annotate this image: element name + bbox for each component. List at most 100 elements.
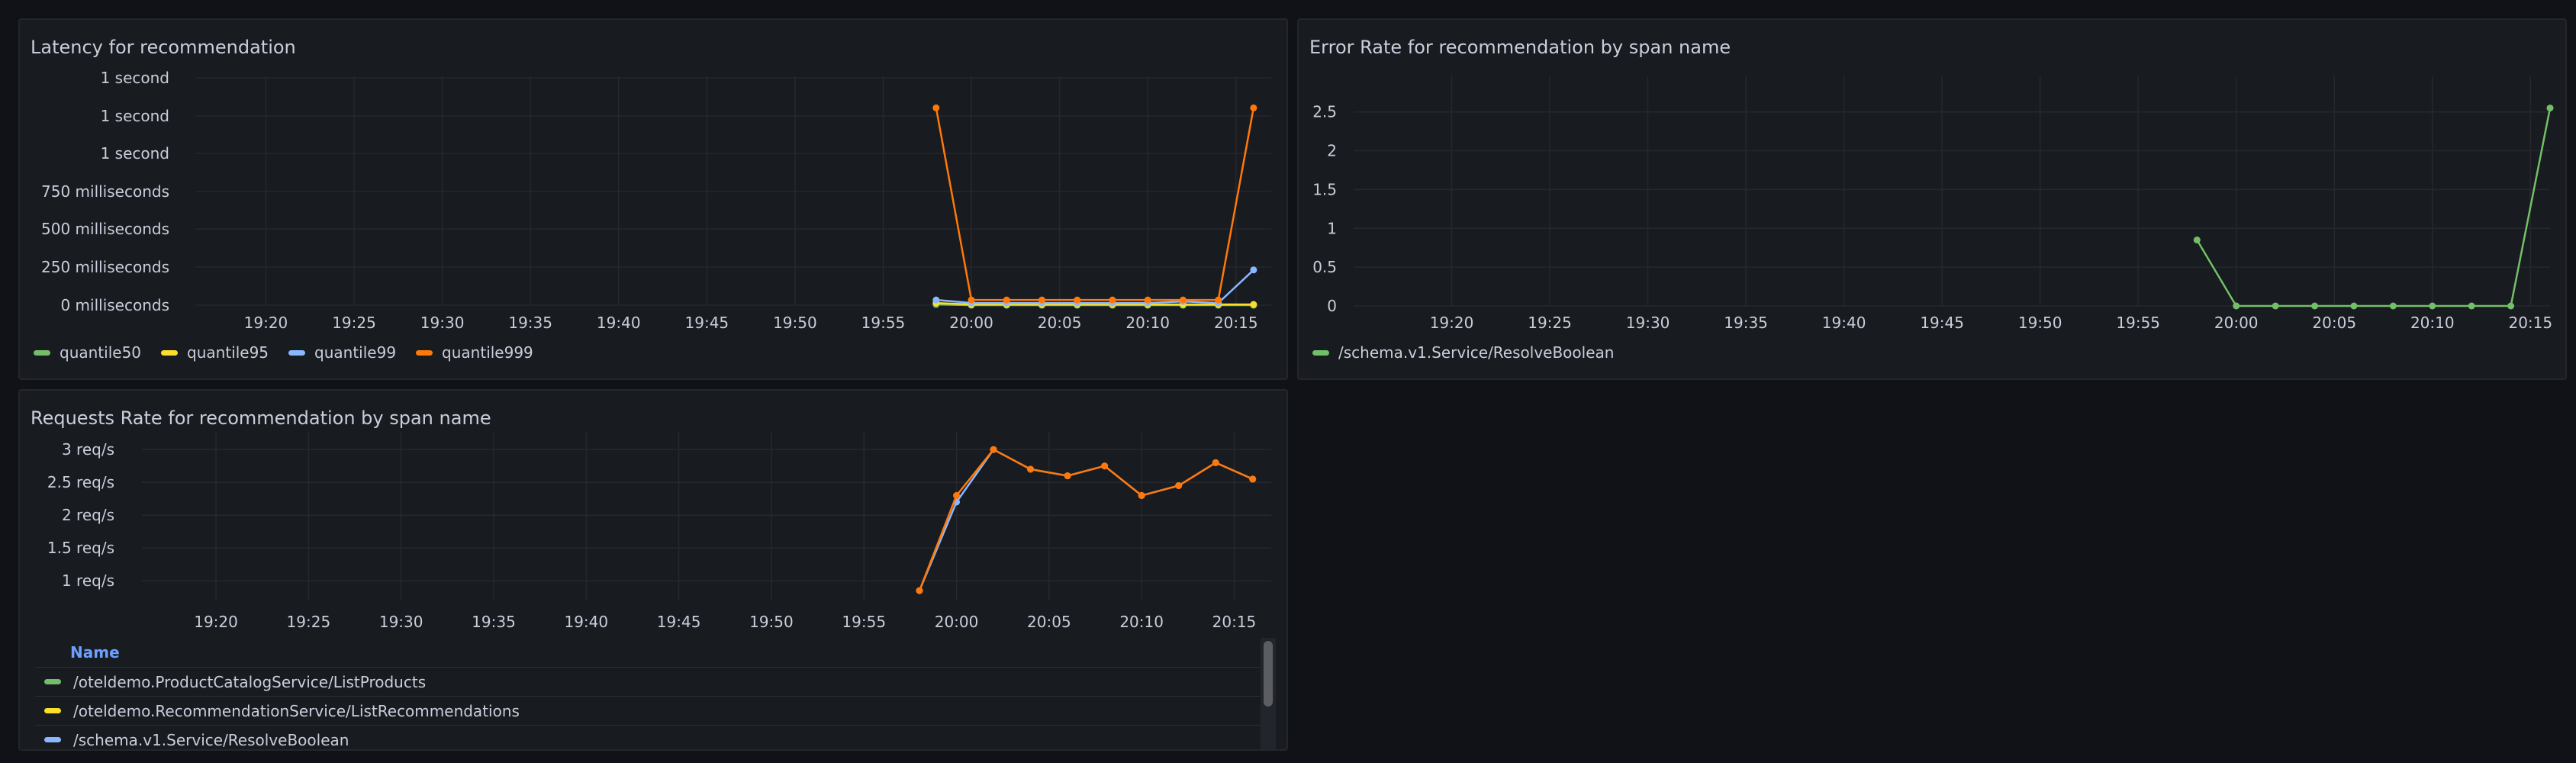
series-line: [2196, 108, 2552, 307]
x-tick-label: 20:10: [1119, 613, 1164, 631]
error-rate-chart[interactable]: 2.5 2 1.5 1 0.5 0 19:20 19:25 19:30 19:35 19:40 19:…: [1299, 20, 2567, 380]
series-color-icon: [1312, 349, 1329, 356]
panel-title[interactable]: Requests Rate for recommendation by span…: [31, 407, 491, 429]
data-point: [1138, 491, 1145, 499]
x-tick-label: 19:30: [379, 613, 423, 631]
series-line: [935, 269, 1254, 304]
x-tick-label: 20:00: [935, 613, 979, 631]
data-point: [1144, 296, 1151, 304]
y-tick-label: 500 milliseconds: [41, 220, 169, 238]
legend-row[interactable]: /oteldemo.RecommendationService/ListReco…: [35, 697, 1271, 726]
x-tick-label: 19:55: [2116, 314, 2160, 332]
data-point: [932, 296, 940, 304]
data-point: [2389, 302, 2397, 310]
data-point: [1003, 296, 1010, 304]
legend-table: Name /oteldemo.ProductCatalogService/Lis…: [35, 638, 1271, 749]
data-point: [953, 491, 961, 499]
requests-rate-panel: Requests Rate for recommendation by span…: [18, 389, 1288, 751]
y-tick-label: 750 milliseconds: [41, 182, 169, 201]
series-line: [918, 448, 1254, 591]
data-point: [1250, 266, 1257, 274]
legend-column-header-name[interactable]: Name: [35, 638, 1271, 668]
legend-item-quantile95[interactable]: quantile95: [161, 343, 269, 362]
series-color-icon: [34, 349, 50, 356]
series-line: [935, 108, 1255, 301]
x-tick-label: 19:45: [657, 613, 701, 631]
data-point: [1074, 296, 1081, 304]
x-tick-label: 19:20: [194, 613, 238, 631]
legend: /schema.v1.Service/ResolveBoolean: [1312, 343, 1614, 362]
data-point: [2350, 302, 2358, 310]
error-rate-panel: Error Rate for recommendation by span na…: [1297, 18, 2567, 380]
series-color-icon: [44, 708, 61, 713]
data-point: [2507, 302, 2515, 310]
data-point: [1064, 472, 1071, 480]
data-point: [1179, 296, 1187, 304]
x-tick-label: 19:40: [1822, 314, 1866, 332]
panel-title[interactable]: Latency for recommendation: [31, 37, 296, 58]
legend-row[interactable]: /schema.v1.Service/ResolveBoolean: [35, 726, 1271, 749]
data-point: [1038, 296, 1046, 304]
x-tick-label: 20:15: [2508, 314, 2552, 332]
x-tick-label: 19:40: [597, 314, 641, 332]
x-tick-label: 19:20: [1430, 314, 1474, 332]
x-tick-label: 20:10: [2410, 314, 2455, 332]
x-tick-label: 20:00: [2214, 314, 2259, 332]
x-tick-label: 19:50: [749, 613, 794, 631]
legend-label: quantile99: [314, 343, 397, 362]
data-point: [916, 587, 923, 594]
x-tick-label: 20:05: [1038, 314, 1082, 332]
legend-scrollbar[interactable]: [1261, 638, 1276, 749]
data-point: [1212, 459, 1219, 466]
data-point: [2272, 302, 2279, 310]
data-point: [2468, 302, 2475, 310]
x-tick-label: 19:35: [1724, 314, 1768, 332]
x-tick-label: 19:25: [287, 613, 331, 631]
latency-chart[interactable]: 1 second 1 second 1 second 750 milliseconds…: [20, 20, 1288, 380]
x-tick-label: 19:35: [472, 613, 516, 631]
legend-item-quantile999[interactable]: quantile999: [416, 343, 533, 362]
y-tick-label: 0.5: [1312, 258, 1337, 276]
series-color-icon: [161, 349, 179, 356]
data-point: [1101, 462, 1109, 470]
series-color-icon: [44, 679, 61, 684]
data-point: [2311, 302, 2319, 310]
legend-label: /schema.v1.Service/ResolveBoolean: [1338, 343, 1615, 362]
x-tick-label: 19:25: [332, 314, 376, 332]
data-point: [932, 104, 940, 111]
x-tick-label: 19:45: [1920, 314, 1964, 332]
data-point: [990, 446, 997, 453]
latency-panel: Latency for recommendation 1 second 1 sec…: [18, 18, 1288, 380]
y-tick-label: 0 milliseconds: [60, 296, 169, 314]
x-tick-label: 20:05: [1027, 613, 1071, 631]
x-tick-label: 20:10: [1125, 314, 1170, 332]
scrollbar-thumb[interactable]: [1264, 641, 1273, 707]
panel-title[interactable]: Error Rate for recommendation by span na…: [1309, 37, 1731, 58]
data-point: [1250, 104, 1257, 111]
x-tick-label: 19:40: [564, 613, 608, 631]
series-line: [935, 301, 1254, 306]
series-color-icon: [288, 349, 306, 356]
legend-item-resolve-boolean[interactable]: /schema.v1.Service/ResolveBoolean: [1312, 343, 1614, 362]
data-point: [1249, 475, 1257, 483]
x-tick-label: 19:55: [861, 314, 906, 332]
x-tick-label: 19:50: [773, 314, 817, 332]
y-tick-label: 2 req/s: [62, 506, 114, 524]
x-tick-label: 20:00: [949, 314, 993, 332]
series-color-icon: [44, 737, 61, 742]
y-tick-label: 1 second: [101, 69, 169, 87]
x-tick-label: 20:05: [2312, 314, 2356, 332]
x-tick-label: 19:30: [1626, 314, 1670, 332]
x-tick-label: 19:20: [244, 314, 288, 332]
legend-item-quantile50[interactable]: quantile50: [34, 343, 141, 362]
x-tick-label: 19:35: [508, 314, 552, 332]
data-point: [1027, 465, 1035, 473]
legend-row[interactable]: /oteldemo.ProductCatalogService/ListProd…: [35, 668, 1271, 697]
requests-rate-chart[interactable]: 3 req/s 2.5 req/s 2 req/s 1.5 req/s 1 req/s 1…: [20, 391, 1288, 635]
y-tick-label: 1.5: [1312, 180, 1337, 198]
legend: quantile50 quantile95 quantile99 quantil…: [34, 343, 533, 362]
legend-item-quantile99[interactable]: quantile99: [288, 343, 396, 362]
data-point: [2233, 302, 2240, 310]
x-tick-label: 19:25: [1528, 314, 1572, 332]
data-point: [1215, 296, 1222, 304]
